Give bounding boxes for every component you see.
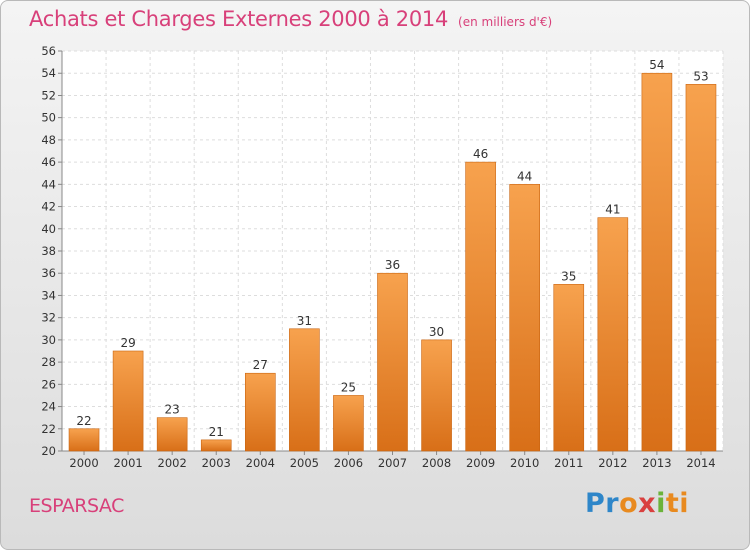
commune-name: ESPARSAC [29,495,124,517]
y-tick-label: 52 [41,88,56,102]
proxiti-logo[interactable]: Proxiti [585,488,689,519]
bars [68,72,717,452]
x-tick-label: 2006 [334,456,363,470]
value-label: 21 [209,425,224,439]
bar-2012 [597,217,629,452]
x-tick-label: 2005 [290,456,319,470]
x-tick-label: 2002 [158,456,187,470]
logo-part: Pr [585,488,620,519]
y-tick-label: 44 [41,177,56,191]
y-tick-label: 30 [41,333,56,347]
title-row: Achats et Charges Externes 2000 à 2014 (e… [29,7,552,31]
bar-2006 [333,395,364,452]
x-tick-label: 2007 [378,456,407,470]
x-tick-label: 2011 [554,456,583,470]
y-tick-label: 50 [41,111,56,125]
y-tick-label: 46 [41,155,56,169]
bar-2004 [245,372,276,452]
x-tick-label: 2000 [69,456,98,470]
bar-2010 [509,184,541,452]
logo-part: ti [665,488,690,519]
value-label: 46 [473,147,488,161]
value-label: 53 [693,69,708,83]
value-label: 36 [385,258,400,272]
logo-part: x [638,488,657,519]
y-tick-label: 36 [41,266,56,280]
logo-part: i [656,488,666,519]
y-tick-label: 32 [41,311,56,325]
value-label: 23 [165,403,180,417]
value-label: 54 [649,58,664,72]
y-tick-label: 54 [41,66,56,80]
bar-2014 [685,84,717,452]
x-tick-label: 2004 [246,456,275,470]
y-tick-label: 40 [41,222,56,236]
value-label: 27 [253,358,268,372]
value-label: 41 [605,203,620,217]
y-tick-label: 24 [41,400,56,414]
value-label: 31 [297,314,312,328]
logo-part: o [619,488,639,519]
y-tick-label: 28 [41,355,56,369]
x-tick-label: 2012 [598,456,627,470]
x-tick-label: 2014 [686,456,715,470]
bar-2001 [112,350,144,452]
bar-2009 [465,161,496,452]
y-tick-label: 22 [41,422,56,436]
bar-2011 [553,284,585,452]
y-tick-label: 48 [41,133,56,147]
x-tick-label: 2003 [202,456,231,470]
x-tick-label: 2008 [422,456,451,470]
chart-subtitle: (en milliers d'€) [458,15,553,29]
bar-2013 [641,72,673,452]
bar-2007 [377,272,408,452]
value-label: 25 [341,380,356,394]
x-tick-label: 2010 [510,456,539,470]
x-tick-label: 2013 [642,456,671,470]
y-tick-label: 42 [41,200,56,214]
chart-title: Achats et Charges Externes 2000 à 2014 [29,7,449,31]
y-tick-label: 20 [41,444,56,458]
y-tick-label: 38 [41,244,56,258]
value-label: 29 [120,336,135,350]
x-tick-label: 2001 [113,456,142,470]
value-label: 35 [561,269,576,283]
y-tick-label: 26 [41,377,56,391]
labels: 20 22 24 26 28 30 32 34 36 38 40 42 44 46 48 50 52 54 56 22… [41,44,715,470]
y-tick-label: 56 [41,44,56,58]
bar-2003 [200,439,232,452]
y-tick-label: 34 [41,288,56,302]
bar-2000 [68,428,100,452]
value-label: 30 [429,325,444,339]
bar-2002 [156,417,188,452]
value-label: 44 [517,169,532,183]
bar-2008 [421,339,452,452]
x-tick-label: 2009 [466,456,495,470]
bar-2005 [289,328,320,452]
value-label: 22 [76,414,91,428]
